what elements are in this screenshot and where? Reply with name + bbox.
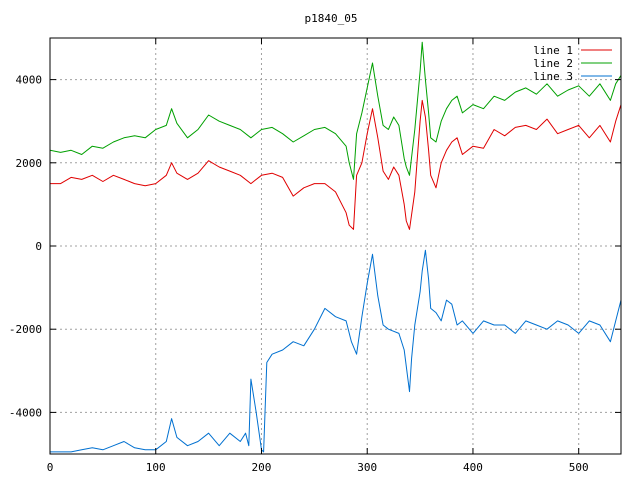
x-tick-label: 200 bbox=[252, 461, 272, 474]
y-tick-label: 0 bbox=[35, 240, 42, 253]
x-tick-label: 100 bbox=[146, 461, 166, 474]
axis-ticks: 0 100 200 300 400 500 -4000 -2000 0 2000 4000 bbox=[9, 38, 621, 474]
x-tick-label: 300 bbox=[357, 461, 377, 474]
grid bbox=[50, 38, 621, 454]
x-tick-label: 400 bbox=[463, 461, 483, 474]
legend-label-line-2: line 2 bbox=[533, 57, 573, 70]
series-group bbox=[50, 41, 621, 453]
y-tick-label: 2000 bbox=[16, 157, 43, 170]
series-line-1 bbox=[50, 99, 621, 230]
y-tick-label: -4000 bbox=[9, 406, 42, 419]
x-tick-label: 0 bbox=[47, 461, 54, 474]
x-tick-label: 500 bbox=[569, 461, 589, 474]
legend-label-line-1: line 1 bbox=[533, 44, 573, 57]
y-tick-label: 4000 bbox=[16, 74, 43, 87]
y-tick-label: -2000 bbox=[9, 323, 42, 336]
series-line-2 bbox=[50, 41, 621, 180]
legend-label-line-3: line 3 bbox=[533, 70, 573, 83]
series-line-3 bbox=[50, 249, 621, 453]
chart-title: p1840_05 bbox=[305, 12, 358, 25]
